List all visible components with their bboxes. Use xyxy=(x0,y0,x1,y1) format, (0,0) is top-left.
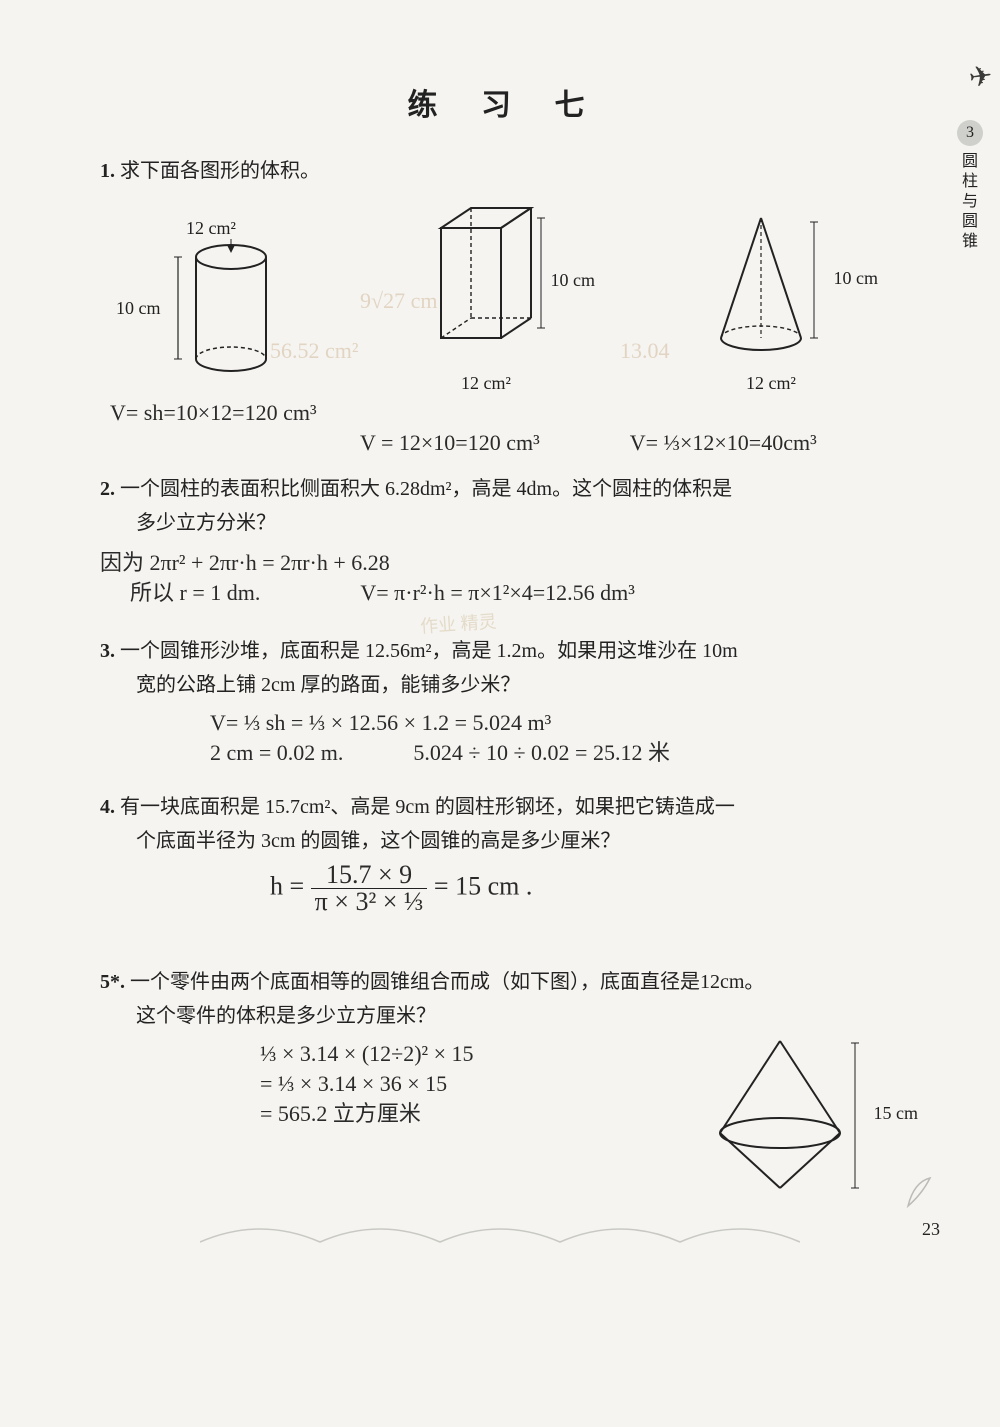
figure-cone: 10 cm 12 cm² xyxy=(686,208,856,394)
q1-ans2: V = 12×10=120 cm³ xyxy=(360,428,540,458)
prism-base-label: 12 cm² xyxy=(401,373,571,394)
faint-2: 56.52 cm² xyxy=(270,338,358,364)
q4-frac-num: 15.7 × 9 xyxy=(311,862,428,889)
q3-ans2: 2 cm = 0.02 m. xyxy=(210,738,343,768)
q5-line2: 这个零件的体积是多少立方厘米？ xyxy=(100,999,910,1033)
chapter-label: 圆柱与圆锥 xyxy=(950,152,990,252)
q2-num: 2. xyxy=(100,478,115,500)
bicone-label: 15 cm xyxy=(874,1103,919,1124)
q3-ans1: V= ⅓ sh = ⅓ × 12.56 × 1.2 = 5.024 m³ xyxy=(210,708,910,738)
q4-line2: 个底面半径为 3cm 的圆锥，这个圆锥的高是多少厘米？ xyxy=(100,824,910,858)
q3-ans3: 5.024 ÷ 10 ÷ 0.02 = 25.12 米 xyxy=(413,738,670,768)
q2-line1: 一个圆柱的表面积比侧面积大 6.28dm²，高是 4dm。这个圆柱的体积是 xyxy=(120,478,732,500)
q2-ans1: 因为 2πr² + 2πr·h = 2πr·h + 6.28 xyxy=(100,548,910,578)
figure-cylinder: 12 cm² 10 cm xyxy=(136,218,286,394)
q1-figures: 12 cm² 10 cm xyxy=(136,198,856,394)
problem-1: 1. 求下面各图形的体积。 12 cm² xyxy=(100,154,910,458)
cyl-side-label: 10 cm xyxy=(116,298,161,319)
footer-leaf-icon xyxy=(900,1172,940,1212)
q1-ans3: V= ⅓×12×10=40cm³ xyxy=(630,428,817,458)
figure-bicone: 15 cm xyxy=(690,1033,910,1208)
watermark: 作业 精灵 xyxy=(419,607,497,638)
q4-num: 4. xyxy=(100,796,115,818)
q4-rhs: = 15 cm . xyxy=(434,871,532,900)
problem-4: 4. 有一块底面积是 15.7cm²、高是 9cm 的圆柱形钢坯，如果把它铸造成… xyxy=(100,790,910,915)
q5-num: 5*. xyxy=(100,971,125,993)
cone-svg xyxy=(686,208,856,368)
q2-ans3: V= π·r²·h = π×1²×4=12.56 dm³ xyxy=(360,578,635,608)
page-title: 练 习 七 xyxy=(100,80,910,124)
problem-5: 5*. 一个零件由两个底面相等的圆锥组合而成（如下图），底面直径是12cm。 这… xyxy=(100,965,910,1208)
q2-line2: 多少立方分米？ xyxy=(100,506,910,540)
cyl-top-label: 12 cm² xyxy=(136,218,286,239)
q1-ans1: V= sh=10×12=120 cm³ xyxy=(110,398,910,428)
q4-ans: h = 15.7 × 9 π × 3² × ⅓ = 15 cm . xyxy=(270,862,910,915)
problem-3: 3. 一个圆锥形沙堆，底面积是 12.56m²，高是 1.2m。如果用这堆沙在 … xyxy=(100,634,910,768)
prism-side-label: 10 cm xyxy=(551,270,596,291)
plane-icon: ✈ xyxy=(966,59,994,96)
q4-frac-den: π × 3² × ⅓ xyxy=(311,889,428,915)
faint-1: 9√27 cm xyxy=(360,288,437,314)
q5-line1: 一个零件由两个底面相等的圆锥组合而成（如下图），底面直径是12cm。 xyxy=(130,971,764,993)
q2-ans2: 所以 r = 1 dm. xyxy=(130,578,260,608)
q3-num: 3. xyxy=(100,640,115,662)
prism-svg xyxy=(401,198,571,368)
chapter-tab: 3 圆柱与圆锥 xyxy=(950,120,990,252)
bicone-svg xyxy=(690,1033,890,1203)
q4-line1: 有一块底面积是 15.7cm²、高是 9cm 的圆柱形钢坯，如果把它铸造成一 xyxy=(120,796,735,818)
footer-clouds-icon xyxy=(200,1214,800,1244)
page-number: 23 xyxy=(922,1219,940,1240)
problem-2: 2. 一个圆柱的表面积比侧面积大 6.28dm²，高是 4dm。这个圆柱的体积是… xyxy=(100,472,910,608)
q5-ans1: ⅓ × 3.14 × (12÷2)² × 15 xyxy=(260,1039,690,1069)
faint-3: 13.04 xyxy=(620,338,670,364)
cone-side-label: 10 cm xyxy=(834,268,879,289)
cone-base-label: 12 cm² xyxy=(686,373,856,394)
q5-ans3: = 565.2 立方厘米 xyxy=(260,1099,690,1129)
q5-ans2: = ⅓ × 3.14 × 36 × 15 xyxy=(260,1069,690,1099)
chapter-number: 3 xyxy=(957,120,983,146)
q3-line1: 一个圆锥形沙堆，底面积是 12.56m²，高是 1.2m。如果用这堆沙在 10m xyxy=(120,640,738,662)
q3-line2: 宽的公路上铺 2cm 厚的路面，能铺多少米？ xyxy=(100,668,910,702)
q1-num: 1. xyxy=(100,160,115,182)
q1-text: 求下面各图形的体积。 xyxy=(120,160,320,182)
